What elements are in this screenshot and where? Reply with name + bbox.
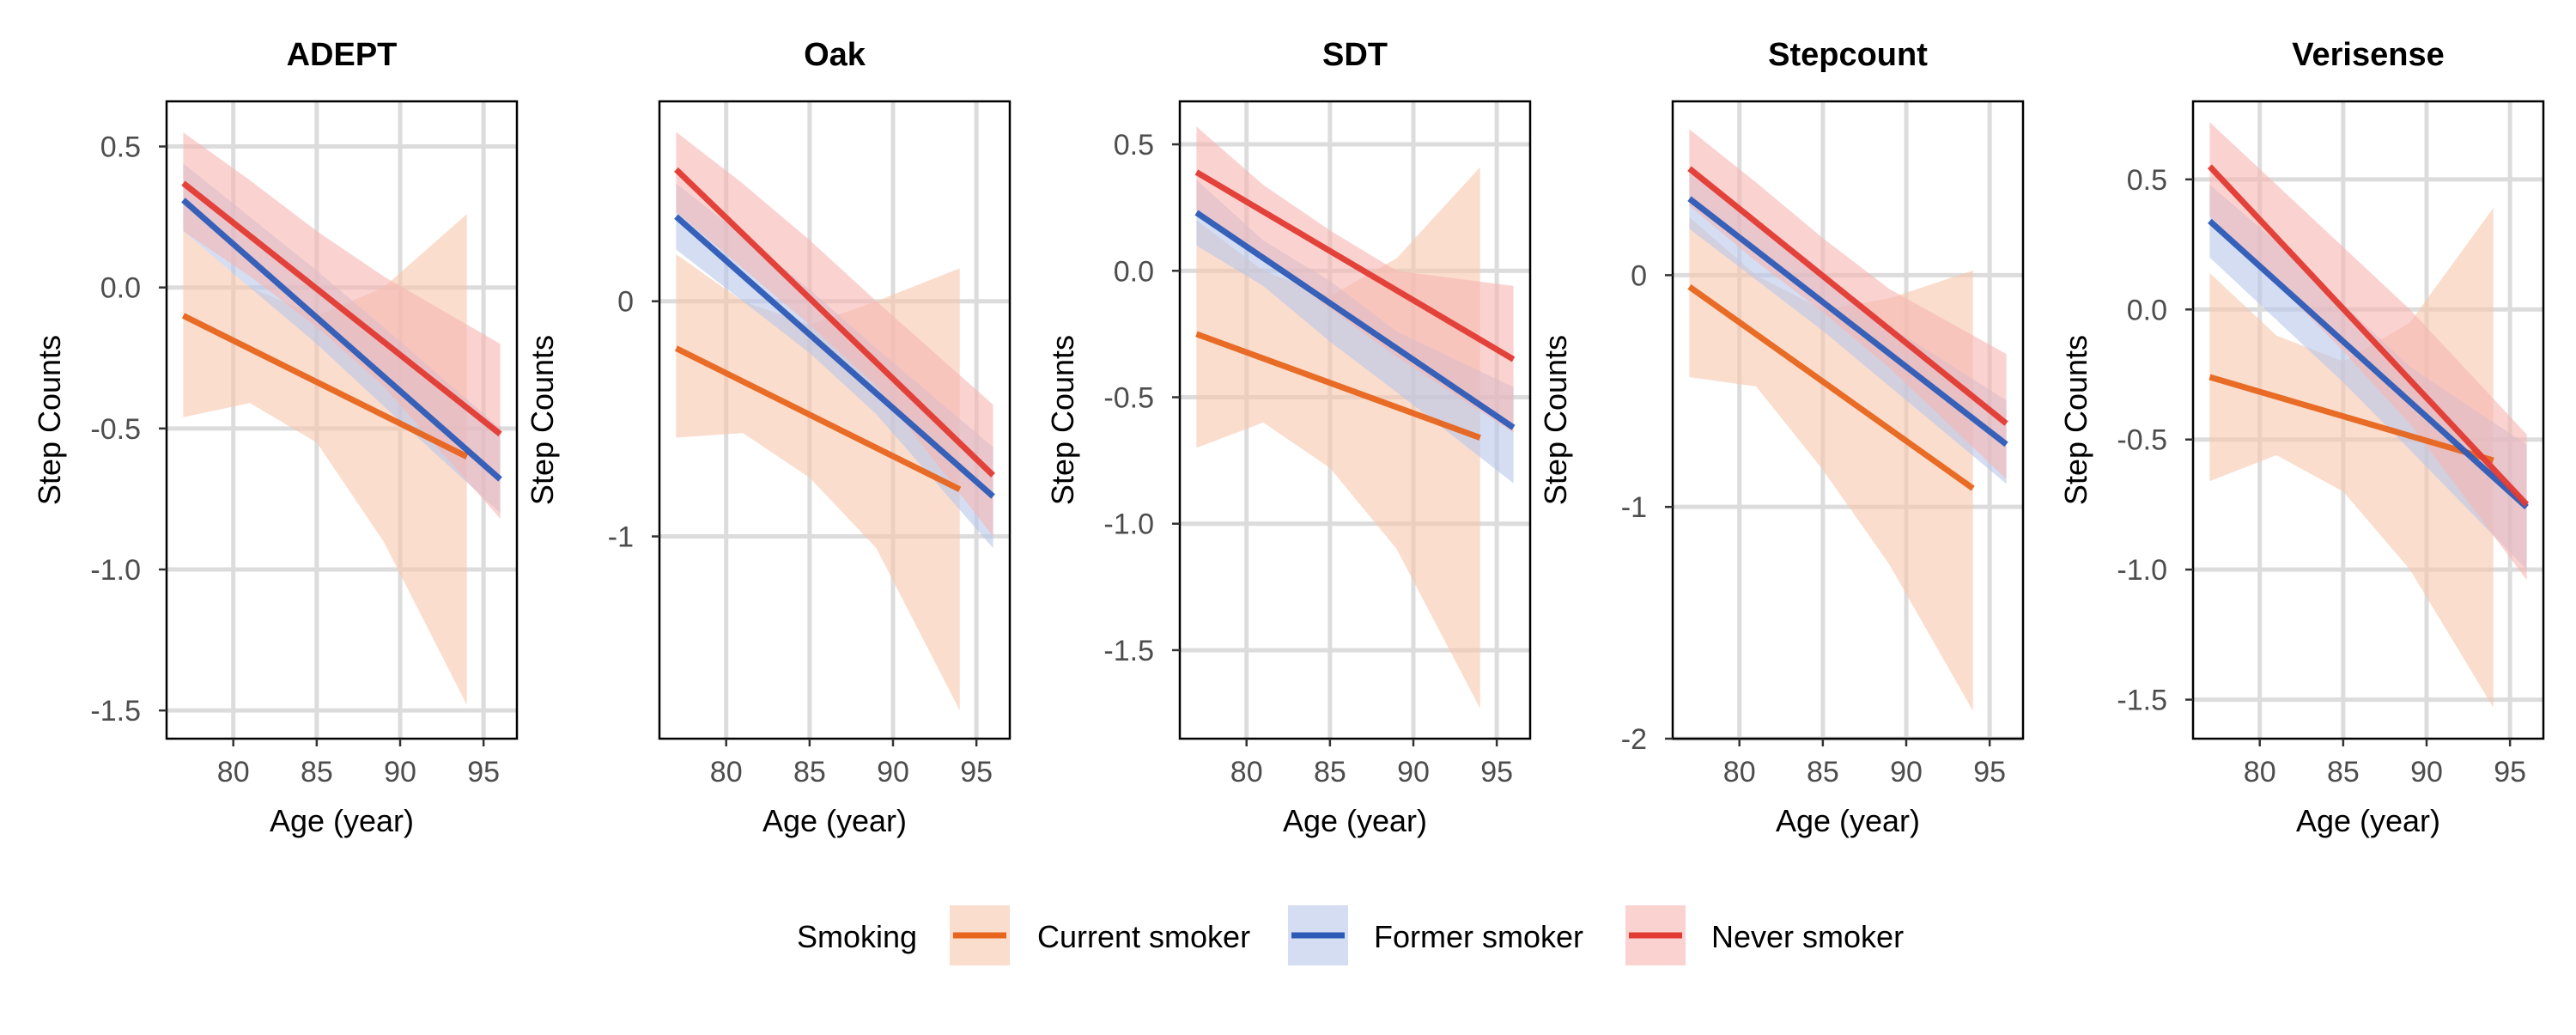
panel-border (1671, 100, 2025, 740)
x-tick-label: 90 (877, 756, 909, 788)
x-tick-label: 80 (1723, 756, 1756, 788)
x-tick-label: 85 (1807, 756, 1839, 788)
y-tick-label: -2 (1621, 723, 1647, 756)
legend-label: Current smoker (1037, 919, 1250, 954)
panel-oak: Oak 80 85 90 95 0 -1 Age (year) Step Counts (525, 37, 1012, 838)
y-tick-label: -0.5 (90, 413, 141, 446)
confidence-band-never-smoker (1196, 126, 1514, 433)
y-tick-label: -0.5 (1103, 382, 1154, 415)
y-tick-label: -1 (1621, 491, 1647, 524)
panel-title: Stepcount (1768, 37, 1928, 73)
series-line-never-smoker (181, 180, 502, 437)
x-axis-title: Age (year) (2296, 803, 2440, 838)
x-tick-label: 80 (1230, 756, 1263, 788)
x-tick-label: 85 (793, 756, 826, 788)
x-tick-label: 90 (1890, 756, 1923, 788)
y-tick-label: 0 (617, 286, 634, 319)
y-tick-label: -0.5 (2117, 424, 2167, 457)
series-line-current-smoker (2208, 374, 2494, 464)
panel-title: SDT (1322, 37, 1388, 73)
confidence-band-never-smoker (183, 132, 501, 519)
x-tick-label: 95 (1973, 756, 2006, 788)
y-tick-label: 0.5 (2127, 164, 2167, 197)
y-tick-label: -1.5 (1103, 635, 1154, 667)
series-line-current-smoker (181, 313, 469, 460)
y-axis-title: Step Counts (1045, 335, 1080, 505)
x-axis-title: Age (year) (762, 803, 907, 838)
y-tick-label: 0.5 (1114, 129, 1154, 161)
x-axis-title: Age (year) (1776, 803, 1920, 838)
x-tick-label: 90 (384, 756, 416, 788)
legend: Smoking Current smoker Former smoker Never … (797, 905, 1904, 965)
panel-border (1178, 100, 1532, 740)
y-tick-label: 0.0 (2127, 294, 2167, 326)
series-line-never-smoker (673, 167, 996, 478)
y-tick-label: -1.0 (1103, 508, 1154, 541)
x-tick-label: 95 (1480, 756, 1513, 788)
series-line-former-smoker (181, 198, 502, 482)
y-tick-label: -1.5 (2117, 685, 2167, 717)
x-tick-label: 95 (467, 756, 500, 788)
series-line-former-smoker (1687, 196, 2008, 447)
confidence-band-never-smoker (2209, 122, 2527, 581)
legend-item-former-smoker: Former smoker (1288, 905, 1583, 965)
y-tick-label: 0.5 (100, 131, 141, 164)
x-tick-label: 95 (960, 756, 993, 788)
y-axis-title: Step Counts (32, 335, 67, 505)
x-tick-label: 85 (1314, 756, 1346, 788)
y-axis-title: Step Counts (2058, 335, 2093, 505)
series-line-former-smoker (2208, 218, 2529, 510)
y-tick-label: -1 (608, 521, 634, 554)
legend-title: Smoking (797, 919, 917, 954)
panel-title: Oak (804, 37, 866, 73)
y-axis-title: Step Counts (525, 335, 560, 505)
series-line-current-smoker (1687, 284, 1975, 491)
x-tick-label: 90 (2410, 756, 2443, 788)
x-tick-label: 80 (217, 756, 250, 788)
confidence-band-never-smoker (676, 131, 993, 537)
panel-border (2191, 100, 2545, 740)
series-line-never-smoker (2207, 164, 2530, 507)
x-tick-label: 85 (2327, 756, 2360, 788)
series-line-current-smoker (1195, 331, 1481, 441)
legend-item-never-smoker: Never smoker (1625, 905, 1904, 965)
series-line-former-smoker (1194, 210, 1516, 430)
x-tick-label: 90 (1397, 756, 1430, 788)
x-tick-label: 95 (2494, 756, 2526, 788)
y-axis-title: Step Counts (1538, 335, 1573, 505)
y-tick-label: 0 (1631, 259, 1647, 292)
y-tick-label: -1.5 (90, 695, 141, 728)
y-tick-label: -1.0 (90, 554, 141, 587)
series-line-current-smoker (674, 345, 962, 492)
series-line-former-smoker (674, 214, 995, 499)
panel-border (165, 100, 519, 740)
panel-verisense: Verisense 80 85 90 95 0.5 0.0 -0.5 -1.0 -1.5 Age (… (2058, 37, 2545, 838)
legend-label: Former smoker (1374, 919, 1583, 954)
panel-border (658, 100, 1012, 740)
x-tick-label: 80 (2244, 756, 2276, 788)
x-axis-title: Age (year) (270, 803, 414, 838)
y-tick-label: 0.0 (1114, 255, 1154, 288)
x-tick-label: 80 (710, 756, 743, 788)
x-axis-title: Age (year) (1283, 803, 1427, 838)
confidence-band-never-smoker (1689, 129, 2007, 479)
legend-item-current-smoker: Current smoker (950, 905, 1250, 965)
y-tick-label: -1.0 (2117, 554, 2167, 587)
panel-stepcount: Stepcount 80 85 90 95 0 -1 -2 Age (year) Step Cou… (1538, 37, 2025, 838)
y-tick-label: 0.0 (100, 272, 141, 305)
panel-sdt: SDT 80 85 90 95 0.5 0.0 -0.5 -1.0 -1.5 Age (year) S… (1045, 37, 1532, 838)
x-tick-label: 85 (301, 756, 333, 788)
legend-label: Never smoker (1711, 919, 1904, 954)
panel-title: ADEPT (287, 37, 398, 73)
panel-adept: ADEPT 80 85 90 95 0.5 0.0 -0.5 -1.0 -1.5 Age (year… (32, 37, 519, 838)
series-line-never-smoker (1194, 169, 1516, 362)
series-line-never-smoker (1687, 166, 2008, 426)
panel-title: Verisense (2292, 37, 2444, 73)
